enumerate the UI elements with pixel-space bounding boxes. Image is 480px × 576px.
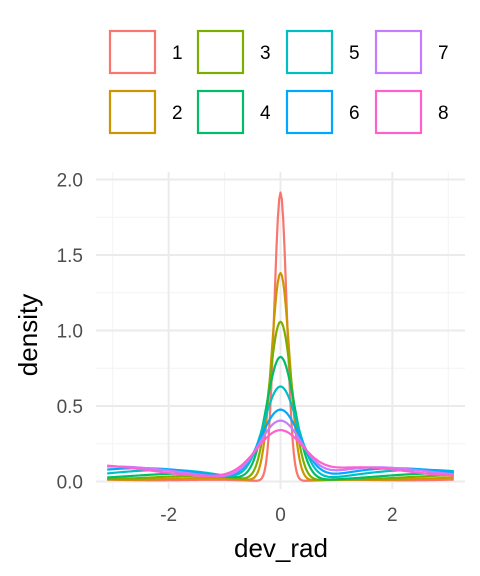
grid [96,172,465,489]
legend-key [374,89,423,135]
legend-key [285,29,334,75]
legend-key [196,89,245,135]
legend-item-8: 8 [374,89,449,135]
legend-item-5: 5 [285,29,360,75]
y-tick-label: 0.0 [57,472,83,493]
legend-item-3: 3 [196,29,271,75]
legend-label: 8 [438,103,449,124]
series-line-7 [107,419,454,478]
legend: 1 2 3 4 5 6 7 8 [108,29,449,135]
legend-label: 6 [349,103,360,124]
y-axis-ticks: 0.0 0.5 1.0 1.5 2.0 [57,171,83,494]
x-axis-title: dev_rad [234,533,328,563]
legend-label: 3 [260,43,271,64]
legend-key [108,29,157,75]
legend-item-7: 7 [374,29,449,75]
legend-label: 7 [438,43,449,64]
legend-item-4: 4 [196,89,271,135]
y-tick-label: 2.0 [57,171,83,192]
y-axis-title: density [13,294,43,376]
legend-item-1: 1 [108,29,183,75]
legend-label: 2 [172,103,183,124]
y-tick-label: 0.5 [57,397,83,418]
x-tick-label: 0 [275,505,286,526]
y-tick-label: 1.5 [57,246,83,267]
legend-key [108,89,157,135]
series-line-8 [107,429,454,477]
legend-label: 4 [260,103,271,124]
legend-key [374,29,423,75]
x-tick-label: 2 [387,505,398,526]
series-line-2 [107,271,454,482]
x-axis-ticks: -2 0 2 [160,505,397,526]
y-tick-label: 1.0 [57,322,83,343]
legend-label: 5 [349,43,360,64]
legend-item-6: 6 [285,89,360,135]
series-line-4 [107,355,454,481]
x-tick-label: -2 [160,505,177,526]
series-lines [107,191,454,482]
legend-item-2: 2 [108,89,183,135]
legend-key [196,29,245,75]
legend-key [285,89,334,135]
series-line-3 [107,320,454,482]
legend-label: 1 [172,43,183,64]
